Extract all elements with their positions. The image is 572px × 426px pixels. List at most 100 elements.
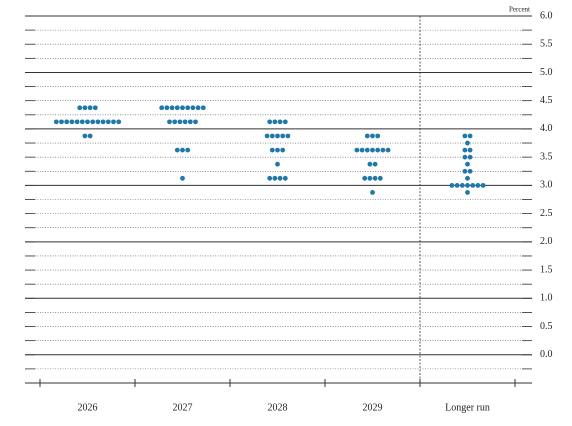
- dot: [465, 190, 470, 195]
- dot: [200, 105, 206, 111]
- dot: [465, 140, 470, 146]
- dot: [269, 147, 275, 153]
- y-tick-label: 4.5: [540, 95, 553, 106]
- dot: [380, 147, 386, 153]
- dot: [372, 175, 378, 181]
- dot: [462, 133, 468, 139]
- dot: [454, 182, 460, 188]
- dot: [359, 147, 365, 153]
- dot: [95, 119, 101, 125]
- x-tick-label: 2028: [268, 402, 288, 413]
- dot: [59, 119, 64, 125]
- dot: [385, 147, 391, 153]
- dot: [180, 175, 185, 181]
- dot: [467, 168, 473, 174]
- dot: [187, 119, 193, 125]
- dot: [77, 105, 83, 111]
- dot: [367, 175, 373, 181]
- x-tick-label: 2027: [173, 402, 193, 413]
- dot: [92, 105, 98, 111]
- dot: [354, 147, 360, 153]
- dot: [467, 133, 473, 139]
- dot: [180, 147, 185, 153]
- dot: [90, 119, 96, 125]
- y-tick-label: 2.0: [540, 236, 553, 247]
- dot: [364, 133, 370, 139]
- dot: [375, 133, 381, 139]
- dot: [105, 119, 111, 125]
- dot: [370, 190, 375, 195]
- dot: [159, 105, 165, 111]
- dot: [462, 147, 468, 153]
- y-tick-label: 3.0: [540, 180, 553, 191]
- dot: [362, 175, 368, 181]
- dot: [169, 105, 175, 111]
- dot: [79, 119, 85, 125]
- dot: [462, 168, 468, 174]
- dot: [467, 154, 473, 160]
- dot: [185, 147, 191, 153]
- dot: [195, 105, 201, 111]
- dot: [64, 119, 70, 125]
- y-tick-label: 1.5: [540, 264, 553, 275]
- dot: [275, 161, 280, 167]
- dot: [264, 133, 270, 139]
- dot: [364, 147, 370, 153]
- dot: [459, 182, 465, 188]
- y-tick-label: 5.0: [540, 67, 553, 78]
- dot: [465, 182, 470, 188]
- dot: [480, 182, 486, 188]
- dot: [116, 119, 122, 125]
- dot: [111, 119, 116, 125]
- dot: [367, 161, 373, 167]
- dot: [465, 175, 470, 181]
- dot: [177, 119, 183, 125]
- dot: [172, 119, 178, 125]
- dot: [449, 182, 455, 188]
- dot: [87, 105, 93, 111]
- dot: [87, 133, 93, 139]
- dot: [174, 105, 180, 111]
- dot: [82, 105, 88, 111]
- y-tick-label: 0.0: [540, 349, 553, 360]
- dot: [85, 119, 90, 125]
- dot: [267, 175, 273, 181]
- dot: [82, 133, 88, 139]
- dot: [465, 161, 470, 167]
- dot: [100, 119, 106, 125]
- dot: [74, 119, 80, 125]
- dot: [475, 182, 481, 188]
- dot: [282, 175, 288, 181]
- dot: [377, 175, 383, 181]
- dot: [277, 119, 283, 125]
- dot: [372, 161, 378, 167]
- dot: [467, 147, 473, 153]
- x-tick-label: 2029: [363, 402, 383, 413]
- dot: [462, 154, 468, 160]
- dot: [182, 119, 188, 125]
- dot: [185, 105, 191, 111]
- dot: [69, 119, 75, 125]
- dot: [275, 147, 280, 153]
- x-tick-label: Longer run: [445, 402, 490, 413]
- dot: [470, 182, 476, 188]
- dot: [269, 133, 275, 139]
- y-tick-label: 4.0: [540, 123, 553, 134]
- y-tick-label: 5.5: [540, 39, 553, 50]
- y-tick-label: 6.0: [540, 10, 553, 21]
- dot: [193, 119, 198, 125]
- y-tick-label: 3.5: [540, 151, 553, 162]
- dot: [190, 105, 196, 111]
- dot: [180, 105, 185, 111]
- dot: [280, 147, 286, 153]
- x-tick-label: 2026: [78, 402, 98, 413]
- dot: [275, 133, 280, 139]
- dot: [267, 119, 273, 125]
- dot: [53, 119, 59, 125]
- y-tick-label: 0.5: [540, 321, 553, 332]
- dot: [285, 133, 291, 139]
- dot: [174, 147, 180, 153]
- dot: [370, 147, 375, 153]
- dot: [375, 147, 381, 153]
